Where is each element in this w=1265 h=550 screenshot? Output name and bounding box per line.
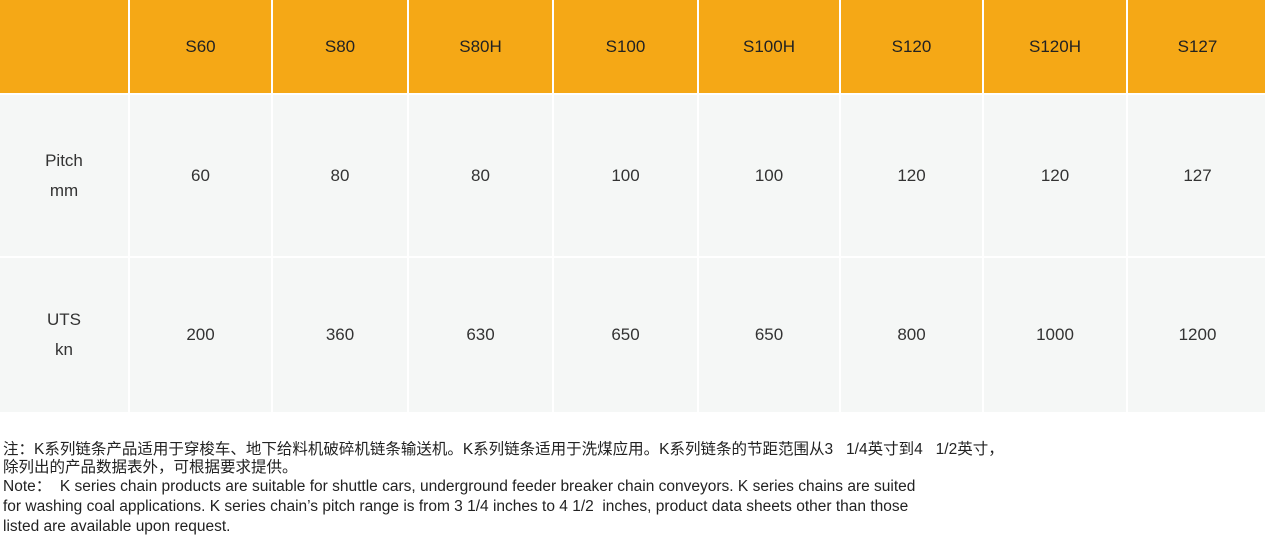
table-row-uts: UTS kn 200 360 630 650 650 800 1000 1200 bbox=[0, 258, 1265, 412]
table-cell: 1200 bbox=[1128, 258, 1265, 412]
notes: 注：K系列链条产品适用于穿梭车、地下给料机破碎机链条输送机。K系列链条适用于洗煤… bbox=[3, 441, 1103, 537]
header-cell: S80H bbox=[409, 0, 552, 93]
note-zh-line: 除列出的产品数据表外，可根据要求提供。 bbox=[3, 459, 298, 476]
note-zh-line: 注：K系列链条产品适用于穿梭车、地下给料机破碎机链条输送机。K系列链条适用于洗煤… bbox=[3, 441, 1004, 458]
header-cell: S60 bbox=[130, 0, 271, 93]
header-cell: S100H bbox=[699, 0, 839, 93]
header-cell: S100 bbox=[554, 0, 697, 93]
table-cell: 120 bbox=[984, 95, 1126, 256]
table-cell: 60 bbox=[130, 95, 271, 256]
chain-spec-table: S60 S80 S80H S100 S100H S120 S120H S127 … bbox=[0, 0, 1265, 412]
header-cell: S80 bbox=[273, 0, 407, 93]
table-cell: 80 bbox=[273, 95, 407, 256]
table-cell: 200 bbox=[130, 258, 271, 412]
header-cell: S120 bbox=[841, 0, 982, 93]
note-en-line: Note： K series chain products are suitab… bbox=[3, 478, 916, 495]
note-en-line: listed are available upon request. bbox=[3, 518, 231, 535]
table-cell: 650 bbox=[554, 258, 697, 412]
row-label: UTS kn bbox=[0, 258, 128, 412]
table-cell: 120 bbox=[841, 95, 982, 256]
table-cell: 1000 bbox=[984, 258, 1126, 412]
header-cell bbox=[0, 0, 128, 93]
table-cell: 800 bbox=[841, 258, 982, 412]
table-cell: 360 bbox=[273, 258, 407, 412]
header-cell: S120H bbox=[984, 0, 1126, 93]
table-row-pitch: Pitch mm 60 80 80 100 100 120 120 127 bbox=[0, 95, 1265, 256]
note-en-line: for washing coal applications. K series … bbox=[3, 498, 909, 515]
header-cell: S127 bbox=[1128, 0, 1265, 93]
table-cell: 630 bbox=[409, 258, 552, 412]
table-cell: 650 bbox=[699, 258, 839, 412]
table-cell: 100 bbox=[699, 95, 839, 256]
table-cell: 80 bbox=[409, 95, 552, 256]
table-cell: 127 bbox=[1128, 95, 1265, 256]
header-row: S60 S80 S80H S100 S100H S120 S120H S127 bbox=[0, 0, 1265, 93]
row-label: Pitch mm bbox=[0, 95, 128, 256]
table-cell: 100 bbox=[554, 95, 697, 256]
